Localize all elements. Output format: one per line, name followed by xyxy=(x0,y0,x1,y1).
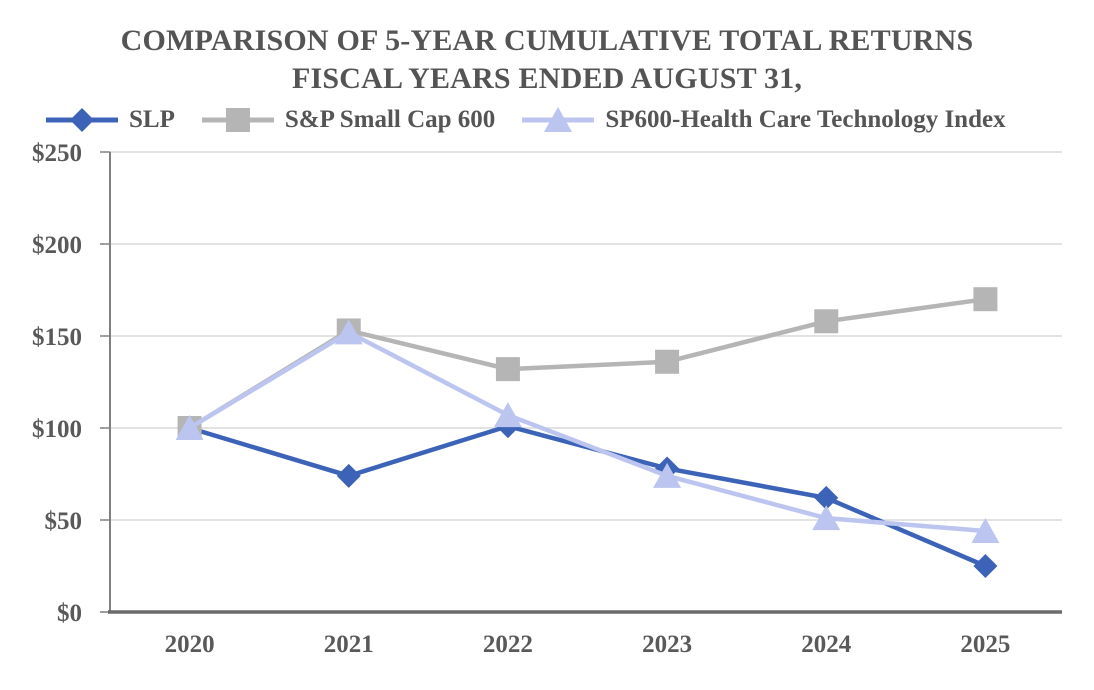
x-tick-label: 2020 xyxy=(165,631,215,658)
x-tick-label: 2021 xyxy=(324,631,374,658)
chart-legend: SLP S&P Small Cap 600 SP600-Health Care … xyxy=(46,101,1033,139)
series-s-p-small-cap-600-line xyxy=(188,296,986,430)
series-slp-marker xyxy=(814,485,839,510)
legend-label-sp-small-cap-600: S&P Small Cap 600 xyxy=(284,106,496,133)
chart-title-line2: FISCAL YEARS ENDED AUGUST 31, xyxy=(291,62,803,95)
series-sp600-health-care-technology-index-marker xyxy=(175,415,204,440)
series-sp600-health-care-technology-index-marker xyxy=(493,402,522,428)
series-sp600-health-care-technology-index-marker xyxy=(334,319,363,345)
legend-label-slp: SLP xyxy=(129,106,175,133)
series-sp600-health-care-technology-index-marker xyxy=(812,505,841,531)
series-sp600-health-care-technology-index-marker xyxy=(653,462,682,488)
square-marker-icon xyxy=(201,108,274,132)
chart-title-line1: COMPARISON OF 5-YEAR CUMULATIVE TOTAL RE… xyxy=(120,24,974,57)
y-tick-label: $0 xyxy=(57,600,82,627)
x-tick-label: 2025 xyxy=(960,631,1010,658)
y-tick-label: $100 xyxy=(32,416,82,443)
legend-label-sp600-health-care-technology-index: SP600-Health Care Technology Index xyxy=(605,106,1006,133)
diamond-marker-icon xyxy=(46,108,118,132)
series-sp600-health-care-technology-index-marker xyxy=(971,518,1000,544)
legend-item-slp: SLP xyxy=(46,105,175,135)
series-slp-marker xyxy=(336,463,361,488)
series-s-p-small-cap-600-marker xyxy=(814,309,839,334)
legend-item-sp-small-cap-600: S&P Small Cap 600 xyxy=(201,105,496,135)
chart-title: COMPARISON OF 5-YEAR CUMULATIVE TOTAL RE… xyxy=(0,22,1094,98)
y-tick-label: $50 xyxy=(45,508,83,535)
y-tick-label: $250 xyxy=(32,140,82,167)
legend-marker-shape xyxy=(225,108,250,132)
x-tick-label: 2023 xyxy=(642,631,692,658)
x-tick-label: 2024 xyxy=(801,631,852,658)
legend-marker-shape xyxy=(70,108,94,132)
y-tick-label: $150 xyxy=(32,324,82,351)
series-sp600-health-care-technology-index-line xyxy=(188,329,986,534)
x-tick-label: 2022 xyxy=(483,631,533,658)
triangle-marker-icon xyxy=(522,107,595,132)
y-tick-label: $200 xyxy=(32,232,82,259)
legend-item-sp600-health-care-technology-index: SP600-Health Care Technology Index xyxy=(522,105,1006,135)
series-s-p-small-cap-600-marker xyxy=(495,357,520,382)
legend-marker-shape xyxy=(544,107,573,132)
series-slp-marker xyxy=(973,554,998,578)
series-s-p-small-cap-600-marker xyxy=(655,349,680,374)
series-s-p-small-cap-600-marker xyxy=(973,287,998,312)
